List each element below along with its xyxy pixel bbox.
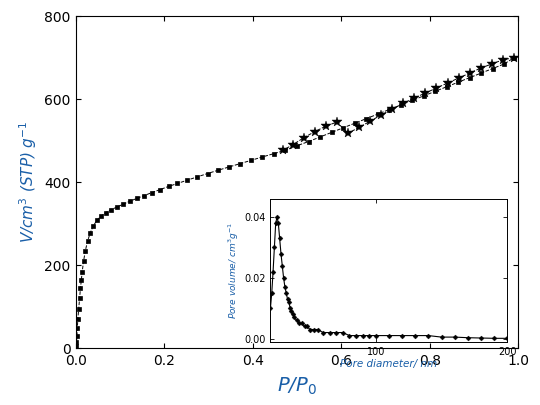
Y-axis label: Pore volume/ cm$^3$g$^{-1}$: Pore volume/ cm$^3$g$^{-1}$ xyxy=(227,222,241,319)
X-axis label: Pore diameter/ nm: Pore diameter/ nm xyxy=(340,359,437,369)
X-axis label: P/P$_0$: P/P$_0$ xyxy=(277,376,317,397)
Y-axis label: V/cm$^3$ (STP) g$^{-1}$: V/cm$^3$ (STP) g$^{-1}$ xyxy=(17,121,39,243)
